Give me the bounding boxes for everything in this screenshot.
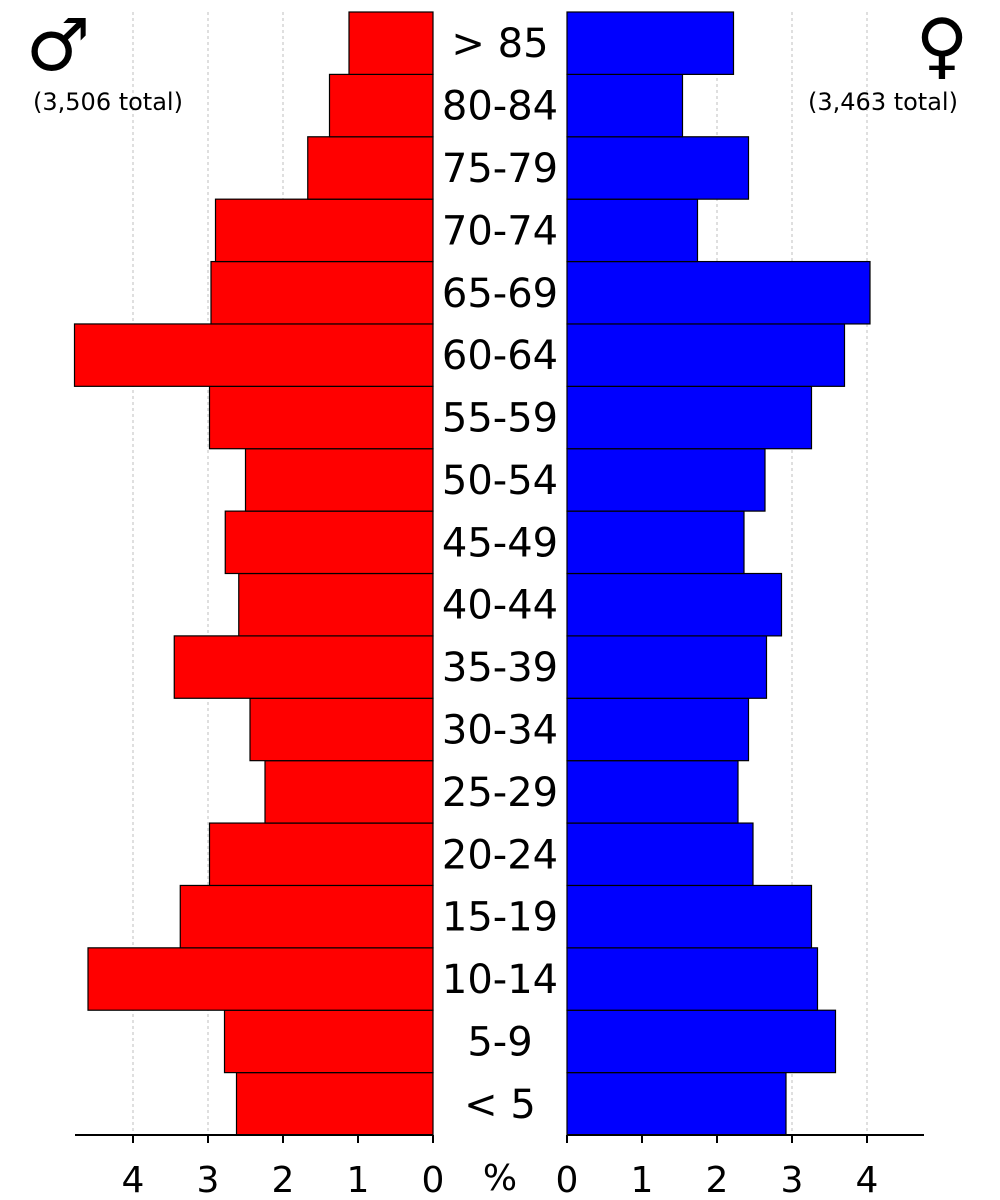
male-bar [208, 385, 434, 450]
female-bar [566, 198, 699, 263]
age-group-label: 80-84 [442, 84, 558, 130]
male-bar [238, 572, 434, 637]
age-group-label: 5-9 [467, 1019, 532, 1065]
bars [73, 11, 871, 1136]
x-axis-unit-label: % [483, 1158, 517, 1199]
male-bar [328, 73, 434, 138]
age-group-label: 60-64 [442, 333, 558, 379]
female-bar [566, 385, 813, 450]
male-bar [87, 947, 434, 1011]
age-group-label: 70-74 [442, 208, 558, 254]
male-tick-label: 3 [197, 1160, 220, 1200]
male-tick-label: 0 [422, 1160, 445, 1200]
age-group-label: 15-19 [442, 895, 558, 941]
female-tick-label: 2 [706, 1160, 729, 1200]
age-group-label: 25-29 [442, 770, 558, 816]
male-bar [264, 760, 434, 824]
female-bar [566, 947, 819, 1011]
male-bar [235, 1072, 434, 1136]
male-symbol-icon: ♂ [26, 3, 91, 87]
age-group-label: 75-79 [442, 146, 558, 192]
male-bar [224, 510, 434, 575]
female-tick-label: 3 [781, 1160, 804, 1200]
male-tick-label: 2 [272, 1160, 295, 1200]
axes: 0 0 1 1 2 2 3 3 4 4 [75, 1134, 924, 1200]
male-tick-label: 1 [347, 1160, 370, 1200]
female-bar [566, 1009, 837, 1074]
male-bar [73, 323, 434, 387]
female-bar [566, 323, 846, 387]
male-bar [208, 822, 434, 887]
male-bar [173, 635, 434, 699]
female-tick-label: 4 [856, 1160, 879, 1200]
female-symbol-icon: ♀ [916, 3, 969, 87]
female-bar [566, 697, 750, 762]
age-group-label: 35-39 [442, 645, 558, 691]
male-total-label: (3,506 total) [33, 88, 183, 116]
male-bar [307, 136, 434, 200]
female-bar [566, 822, 754, 887]
male-bar [244, 448, 434, 512]
female-bar [566, 884, 813, 949]
female-total-label: (3,463 total) [808, 88, 958, 116]
age-group-label: 30-34 [442, 707, 558, 753]
male-bar [210, 260, 434, 325]
age-group-label: 20-24 [442, 832, 558, 878]
age-group-label: 45-49 [442, 520, 558, 566]
male-bar [179, 884, 434, 949]
age-labels: < 5 5-9 10-14 15-19 20-24 25-29 30-34 35-39 40-4… [442, 21, 558, 1128]
female-bar [566, 572, 783, 637]
age-group-label: > 85 [451, 21, 548, 67]
female-bar [566, 448, 766, 512]
female-tick-label: 0 [556, 1160, 579, 1200]
age-group-label: 10-14 [442, 957, 558, 1003]
male-tick-label: 4 [122, 1160, 145, 1200]
female-bar [566, 1072, 787, 1136]
female-bar [566, 73, 684, 138]
age-group-label: < 5 [464, 1082, 536, 1128]
age-group-label: 55-59 [442, 396, 558, 442]
age-group-label: 40-44 [442, 583, 558, 629]
female-bar [566, 136, 750, 200]
female-bar [566, 510, 745, 575]
female-tick-label: 1 [631, 1160, 654, 1200]
age-group-label: 65-69 [442, 271, 558, 317]
male-bar [223, 1009, 434, 1074]
female-bar [566, 11, 735, 75]
female-bar [566, 260, 871, 325]
male-bar [348, 11, 434, 75]
male-bar [249, 697, 434, 762]
female-bar [566, 635, 768, 699]
age-group-label: 50-54 [442, 458, 558, 504]
female-bar [566, 760, 739, 824]
male-bar [214, 198, 434, 263]
